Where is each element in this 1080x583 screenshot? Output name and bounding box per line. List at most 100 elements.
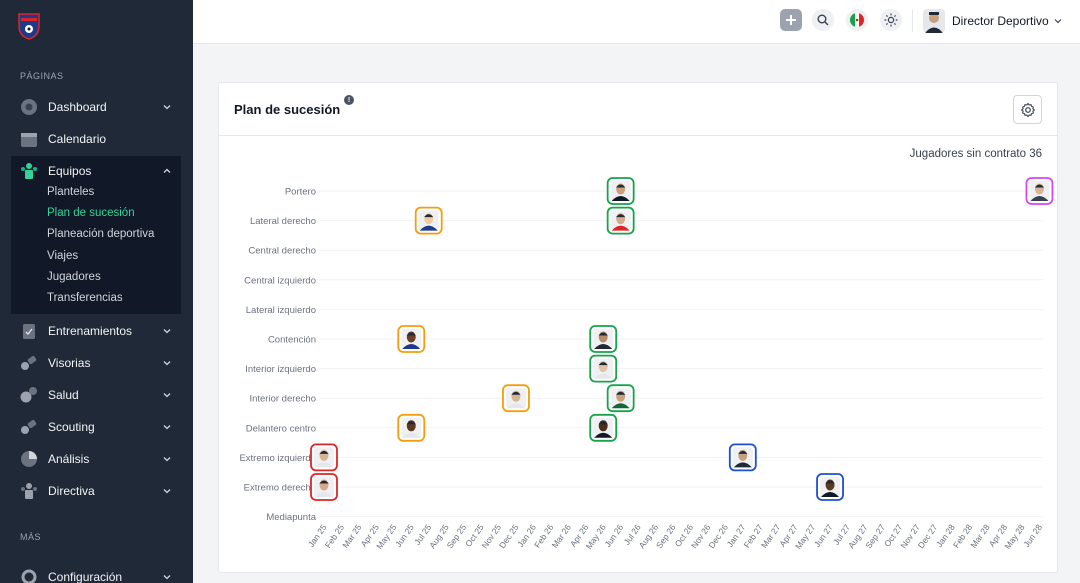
player-marker[interactable] [310,443,338,472]
sidebar-subitem-plan-sucesion[interactable]: Plan de sucesión [47,207,135,219]
sidebar-item-label: Visorias [48,356,91,370]
theme-toggle-button[interactable] [880,9,902,31]
chart-settings-button[interactable] [1013,95,1042,124]
search-button[interactable] [812,9,834,31]
y-tick-label: Mediapunta [266,512,316,523]
plus-icon [786,15,796,25]
health-icon [20,386,38,404]
succession-chart: Portero Lateral derecho Central derecho Cen… [239,177,1054,551]
add-button[interactable] [780,9,802,31]
sidebar-item-entrenamientos[interactable]: Entrenamientos [11,317,181,345]
chevron-down-icon [163,361,171,366]
analysis-icon [20,450,38,468]
player-marker[interactable] [589,325,618,353]
x-tick-label: Mar 26 [550,522,574,550]
sidebar-item-scouting[interactable]: Scouting [11,413,181,441]
x-tick-label: Jun 28 [1021,522,1044,549]
y-tick-label: Interior izquierdo [245,364,316,375]
player-marker[interactable] [589,413,618,442]
x-tick-label: Mar 28 [968,522,992,550]
club-logo[interactable] [17,12,41,40]
y-tick-label: Lateral derecho [250,216,316,227]
succession-plan-card: Plan de sucesión ! Jugadores sin contrat… [218,82,1058,573]
sidebar-subitem-planteles[interactable]: Planteles [47,186,95,198]
sidebar-item-analisis[interactable]: Análisis [11,445,181,473]
y-tick-label: Lateral izquierdo [246,305,316,316]
y-tick-label: Interior derecho [249,394,316,405]
sidebar-item-salud[interactable]: Salud [11,381,181,409]
language-button[interactable] [846,9,868,31]
board-icon [20,482,38,500]
scouting-icon [20,418,38,436]
player-marker[interactable] [816,473,844,501]
search-icon [817,14,829,26]
sidebar-item-dashboard[interactable]: Dashboard [11,93,181,121]
player-marker[interactable] [502,384,530,413]
x-tick-label: Jun 26 [602,522,625,549]
chevron-down-icon [163,329,171,334]
player-marker[interactable] [606,177,635,205]
sidebar-subitem-planeacion-deportiva[interactable]: Planeación deportiva [47,228,155,240]
topbar: Director Deportivo [193,0,1080,44]
x-tick-label: Mar 27 [759,522,783,550]
player-marker[interactable] [397,325,426,353]
user-menu[interactable]: Director Deportivo [923,8,1063,34]
card-title: Plan de sucesión [234,102,341,117]
sidebar-item-visorias[interactable]: Visorias [11,349,181,377]
teams-icon [20,162,38,180]
chevron-down-icon [163,105,171,110]
x-tick-label: Jun 27 [812,522,835,549]
chevron-down-icon [163,575,171,580]
sidebar-item-label: Análisis [48,452,90,466]
binoculars-icon [20,354,38,372]
section-label-pages: PÁGINAS [20,71,64,81]
sidebar-item-directiva[interactable]: Directiva [11,477,181,505]
player-marker[interactable] [606,384,635,413]
player-marker[interactable] [606,206,635,235]
player-marker[interactable] [1025,177,1054,205]
chevron-down-icon [163,457,171,462]
settings-icon [20,568,38,583]
player-marker[interactable] [414,206,443,235]
player-marker[interactable] [728,443,757,472]
clipboard-icon [20,322,38,340]
section-label-more: MÁS [20,532,42,542]
chevron-down-icon [163,425,171,430]
sidebar-item-label: Configuración [48,570,123,583]
y-tick-label: Central derecho [248,246,316,257]
sidebar-item-label: Entrenamientos [48,324,133,338]
equipos-group [11,156,181,314]
sidebar-item-label: Equipos [48,164,92,178]
sidebar-item-equipos[interactable]: Equipos [11,157,181,185]
x-tick-label: Mar 25 [340,522,364,550]
topbar-divider [912,10,913,32]
y-tick-label: Extremo izquierdo [239,453,316,464]
y-tick-label: Contención [268,335,316,346]
sidebar-item-label: Directiva [48,484,95,498]
card-divider [219,135,1057,136]
y-tick-label: Portero [285,187,316,198]
avatar [923,9,945,33]
gear-icon [1020,102,1035,117]
player-marker[interactable] [397,413,426,442]
player-marker[interactable] [589,354,618,383]
calendar-icon [20,130,38,148]
sidebar-subitem-jugadores[interactable]: Jugadores [47,271,101,283]
sun-icon [884,13,898,27]
sidebar-subitem-transferencias[interactable]: Transferencias [47,292,123,304]
mexico-flag-icon [850,13,864,27]
dashboard-icon [20,98,38,116]
y-tick-label: Extremo derecho [244,483,316,494]
sidebar-item-configuracion[interactable]: Configuración [11,563,181,583]
sidebar-subitem-viajes[interactable]: Viajes [47,250,79,262]
chevron-down-icon [163,489,171,494]
x-tick-label: Jun 25 [393,522,416,549]
chevron-down-icon [163,393,171,398]
player-marker[interactable] [310,473,338,501]
user-name: Director Deportivo [952,14,1049,28]
sidebar-item-calendario[interactable]: Calendario [11,125,181,153]
sidebar-item-label: Salud [48,388,79,402]
y-tick-label: Central izquierdo [244,275,316,286]
chevron-down-icon [1054,19,1062,24]
info-icon[interactable]: ! [344,95,354,105]
